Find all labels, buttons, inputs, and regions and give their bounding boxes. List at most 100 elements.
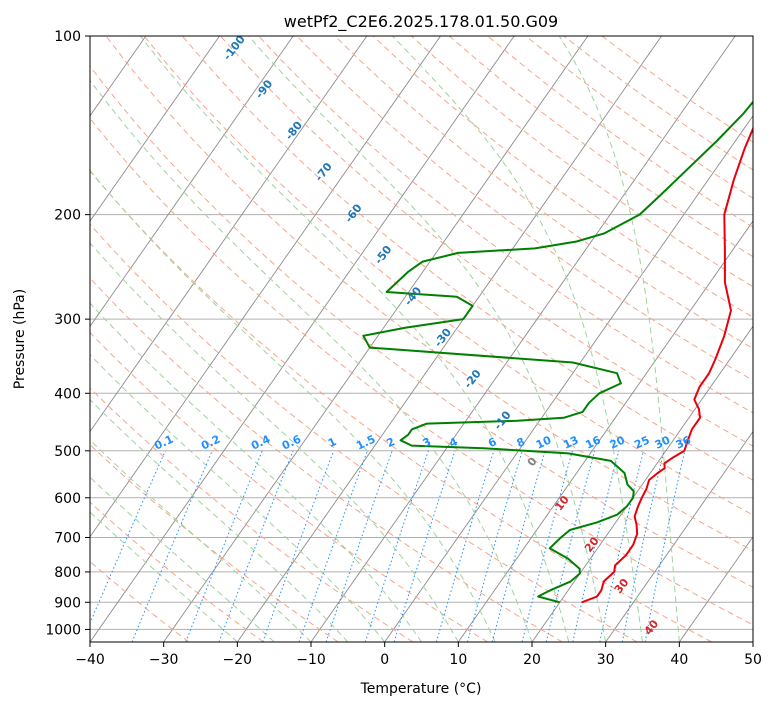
mixing-ratio-label: 36 [674, 433, 694, 451]
dry-adiabat-line [143, 36, 753, 516]
isotherm-line [0, 36, 72, 642]
moist-adiabat-line [90, 353, 386, 642]
mixing-ratio-line [131, 450, 213, 642]
y-tick-label: 800 [54, 565, 81, 581]
dry-adiabat-line [220, 36, 753, 447]
dry-adiabat-line [181, 36, 753, 481]
dry-adiabat-line [90, 65, 753, 588]
moist-adiabat-line [392, 36, 643, 642]
dry-adiabat-line [410, 36, 753, 288]
mixing-ratio-line [467, 450, 523, 642]
temperature-label: -90 [253, 77, 276, 101]
moist-adiabat-line [90, 511, 238, 642]
x-tick-label: −20 [223, 652, 253, 668]
moist-adiabat-line [90, 439, 312, 642]
temperature-label: -40 [402, 284, 425, 308]
mixing-ratio-label: 1 [326, 435, 338, 450]
y-axis-label: Pressure (hPa) [12, 289, 28, 389]
isotherm-line [752, 641, 753, 642]
isotherm-line [90, 36, 441, 538]
isotherm-line [384, 115, 753, 642]
mixing-ratio-label: 10 [534, 433, 554, 451]
mixing-ratio-line [298, 450, 368, 642]
isotherm-line [310, 36, 736, 642]
dry-adiabat-line [90, 331, 488, 642]
temperature-label: -30 [432, 326, 455, 350]
isotherm-line [163, 36, 589, 642]
dry-adiabat-line [90, 501, 264, 642]
mixing-ratio-label: 1.5 [354, 433, 377, 453]
x-tick-label: −30 [149, 652, 179, 668]
mixing-ratio-line [521, 450, 573, 642]
y-tick-label: 1000 [45, 622, 81, 638]
mixing-ratio-line [491, 450, 546, 642]
mixing-ratio-label: 0.4 [249, 432, 272, 452]
mixing-ratio-line [599, 450, 644, 642]
temperature-label: -10 [491, 408, 514, 432]
dry-adiabat-line [258, 36, 753, 414]
mixing-ratio-label: 0.2 [199, 433, 222, 453]
y-tick-label: 700 [54, 531, 81, 547]
x-tick-label: 30 [597, 652, 615, 668]
y-tick-label: 300 [54, 312, 81, 328]
mixing-ratio-label: 8 [515, 435, 527, 450]
mixing-ratio-line [545, 450, 596, 642]
background-lines [0, 36, 753, 642]
temperature-profile [581, 126, 753, 604]
temperature-label: 40 [642, 617, 662, 637]
profiles [362, 100, 753, 604]
mixing-ratio-label: 3 [421, 435, 433, 450]
temperature-label: -20 [461, 367, 484, 391]
x-tick-label: −10 [296, 652, 326, 668]
moist-adiabat-line [90, 242, 459, 642]
mixing-ratio-line [325, 450, 393, 642]
dewpoint-profile [362, 100, 753, 604]
mixing-ratio-label: 0.6 [280, 432, 303, 452]
temperature-label: 10 [552, 493, 572, 513]
mixing-ratio-line [185, 450, 263, 642]
temperature-label: -70 [312, 160, 335, 184]
line-labels: 0.1 0.2 0.4 0.6 1 1.5 2 3 4 6 8 10 13 16 20 25 30 36-100-… [152, 33, 693, 638]
temperature-label: -60 [342, 201, 365, 225]
dry-adiabat-line [90, 277, 563, 642]
y-axis: 100 200 300 400 500 600 700 800 900 1000 [45, 29, 90, 638]
mixing-ratio-line [393, 450, 456, 642]
x-axis-label: Temperature (°C) [360, 681, 482, 697]
plot-frame [89, 35, 754, 643]
dry-adiabat-line [90, 560, 190, 642]
y-tick-label: 200 [54, 208, 81, 224]
dry-adiabat-line [449, 36, 753, 258]
mixing-ratio-line [218, 450, 294, 642]
isotherm-line [90, 36, 368, 433]
y-tick-label: 100 [54, 29, 81, 45]
x-tick-label: 0 [380, 652, 389, 668]
isotherm-line [457, 220, 753, 642]
moist-adiabat-line [248, 36, 607, 642]
mixing-ratio-line [435, 450, 495, 642]
isotherm-line [90, 36, 294, 328]
x-tick-label: 20 [523, 652, 541, 668]
mixing-ratio-line [572, 450, 620, 642]
mixing-ratio-line [364, 450, 429, 642]
chart-title: wetPf2_C2E6.2025.178.01.50.G09 [284, 12, 558, 32]
dry-adiabat-line [296, 36, 753, 381]
isotherm-line [236, 36, 662, 642]
mixing-ratio-label: 16 [583, 433, 603, 451]
moist-adiabat-line [90, 302, 422, 642]
y-tick-label: 400 [54, 386, 81, 402]
moist-adiabat-line [558, 36, 680, 642]
dry-adiabat-line [90, 170, 712, 642]
temperature-label: -80 [283, 119, 306, 143]
moist-adiabat-line [90, 79, 533, 642]
y-tick-label: 600 [54, 491, 81, 507]
mixing-ratio-label: 25 [632, 434, 651, 452]
dry-adiabat-line [90, 117, 753, 626]
mixing-ratio-label: 0.1 [152, 433, 175, 453]
x-tick-label: 40 [670, 652, 688, 668]
moist-adiabat-line [140, 36, 570, 642]
mixing-ratio-line [90, 450, 166, 625]
isotherm-line [678, 535, 753, 642]
mixing-ratio-line [262, 450, 335, 642]
dry-adiabat-line [105, 36, 753, 552]
